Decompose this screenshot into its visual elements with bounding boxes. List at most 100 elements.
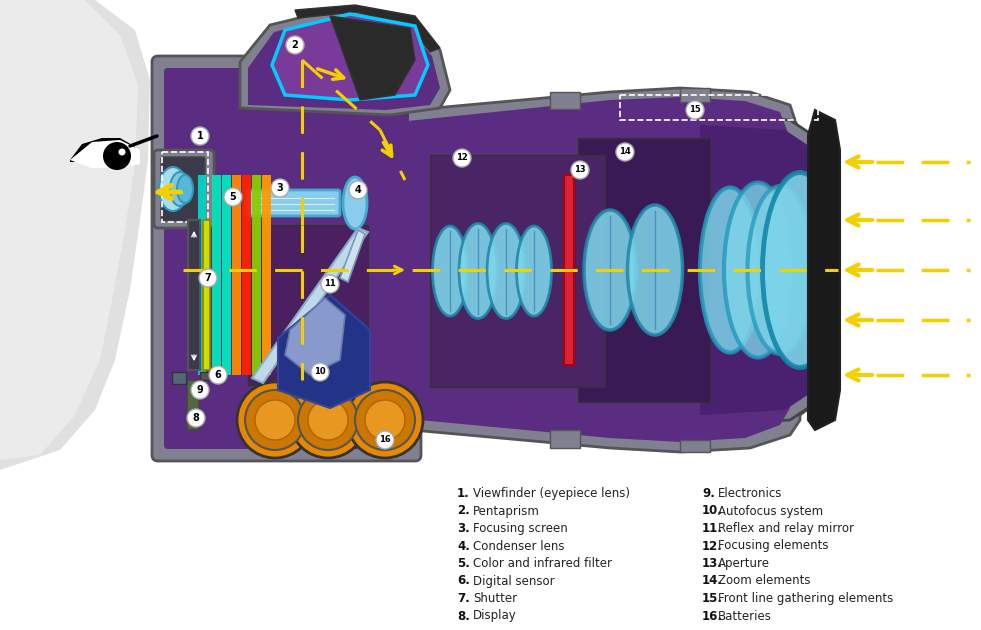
Circle shape [298, 390, 358, 450]
Circle shape [311, 363, 329, 381]
Circle shape [119, 149, 126, 156]
Bar [564, 175, 574, 365]
Text: 6.: 6. [457, 575, 470, 588]
Text: Digital sensor: Digital sensor [473, 575, 554, 588]
Text: 1.: 1. [457, 487, 470, 500]
Bar [172, 372, 186, 384]
Polygon shape [700, 125, 825, 415]
Circle shape [191, 127, 209, 145]
Text: Shutter: Shutter [473, 592, 517, 605]
Bar [242, 175, 251, 375]
Polygon shape [70, 138, 140, 162]
Text: Aperture: Aperture [718, 557, 770, 570]
Circle shape [245, 390, 305, 450]
Circle shape [355, 390, 415, 450]
Ellipse shape [584, 210, 636, 330]
Polygon shape [272, 14, 428, 100]
Polygon shape [295, 5, 440, 52]
Text: Focusing elements: Focusing elements [718, 539, 829, 553]
Bar [430, 155, 605, 387]
Text: 9: 9 [196, 385, 203, 395]
Text: 10.: 10. [702, 505, 723, 517]
Bar [248, 225, 368, 385]
Ellipse shape [159, 167, 187, 211]
Circle shape [237, 382, 313, 458]
Polygon shape [240, 8, 450, 115]
Text: Batteries: Batteries [718, 609, 772, 622]
FancyBboxPatch shape [161, 157, 205, 221]
Polygon shape [390, 88, 820, 452]
Circle shape [286, 36, 304, 54]
Circle shape [255, 400, 295, 440]
Circle shape [271, 179, 289, 197]
Bar [198, 175, 206, 375]
Text: 14: 14 [619, 147, 631, 156]
Bar [187, 380, 199, 430]
Bar [578, 138, 710, 402]
Bar [203, 220, 210, 370]
Bar [188, 220, 200, 370]
Text: Reflex and relay mirror: Reflex and relay mirror [718, 522, 854, 535]
Text: 11.: 11. [702, 522, 723, 535]
Bar [200, 372, 213, 380]
Ellipse shape [628, 205, 683, 335]
Text: 7: 7 [205, 273, 211, 283]
Ellipse shape [487, 224, 525, 319]
Circle shape [347, 382, 423, 458]
Text: Autofocus system: Autofocus system [718, 505, 823, 517]
Text: Electronics: Electronics [718, 487, 783, 500]
Bar [680, 440, 710, 452]
Polygon shape [330, 16, 415, 100]
Circle shape [290, 382, 366, 458]
Circle shape [199, 269, 217, 287]
Polygon shape [70, 140, 140, 168]
Circle shape [191, 381, 209, 399]
Ellipse shape [170, 172, 190, 206]
Circle shape [209, 366, 227, 384]
Bar [222, 175, 231, 375]
Polygon shape [808, 110, 840, 430]
Text: 8: 8 [192, 413, 199, 423]
Bar [212, 175, 221, 375]
Text: 10: 10 [314, 367, 326, 377]
Polygon shape [0, 0, 150, 470]
Ellipse shape [762, 173, 838, 367]
FancyBboxPatch shape [154, 150, 214, 228]
Circle shape [686, 101, 704, 119]
Circle shape [365, 400, 405, 440]
Polygon shape [252, 228, 368, 383]
Polygon shape [0, 0, 138, 460]
Circle shape [103, 142, 131, 170]
Text: 6: 6 [215, 370, 222, 380]
Text: Focusing screen: Focusing screen [473, 522, 568, 535]
Circle shape [376, 431, 394, 449]
Text: 13: 13 [574, 166, 586, 175]
Ellipse shape [177, 175, 193, 203]
Polygon shape [700, 115, 835, 425]
Circle shape [321, 275, 339, 293]
Text: 16.: 16. [702, 609, 723, 622]
Text: 12.: 12. [702, 539, 723, 553]
Text: 2.: 2. [457, 505, 470, 517]
Text: 15: 15 [689, 105, 700, 115]
Ellipse shape [459, 224, 497, 319]
Text: Pentaprism: Pentaprism [473, 505, 540, 517]
Circle shape [118, 146, 126, 154]
Circle shape [453, 149, 471, 167]
Text: 1: 1 [196, 131, 203, 141]
FancyBboxPatch shape [164, 68, 409, 449]
Circle shape [224, 188, 242, 206]
Text: 5: 5 [230, 192, 236, 202]
Bar [232, 175, 241, 375]
Bar [262, 175, 271, 375]
Circle shape [187, 409, 205, 427]
Bar [252, 175, 261, 375]
FancyBboxPatch shape [246, 190, 340, 216]
Polygon shape [285, 298, 345, 375]
Text: 7.: 7. [457, 592, 470, 605]
Bar [550, 92, 580, 109]
Circle shape [308, 400, 348, 440]
Text: 4.: 4. [457, 539, 470, 553]
Polygon shape [278, 295, 370, 408]
Text: Front line gathering elements: Front line gathering elements [718, 592, 894, 605]
